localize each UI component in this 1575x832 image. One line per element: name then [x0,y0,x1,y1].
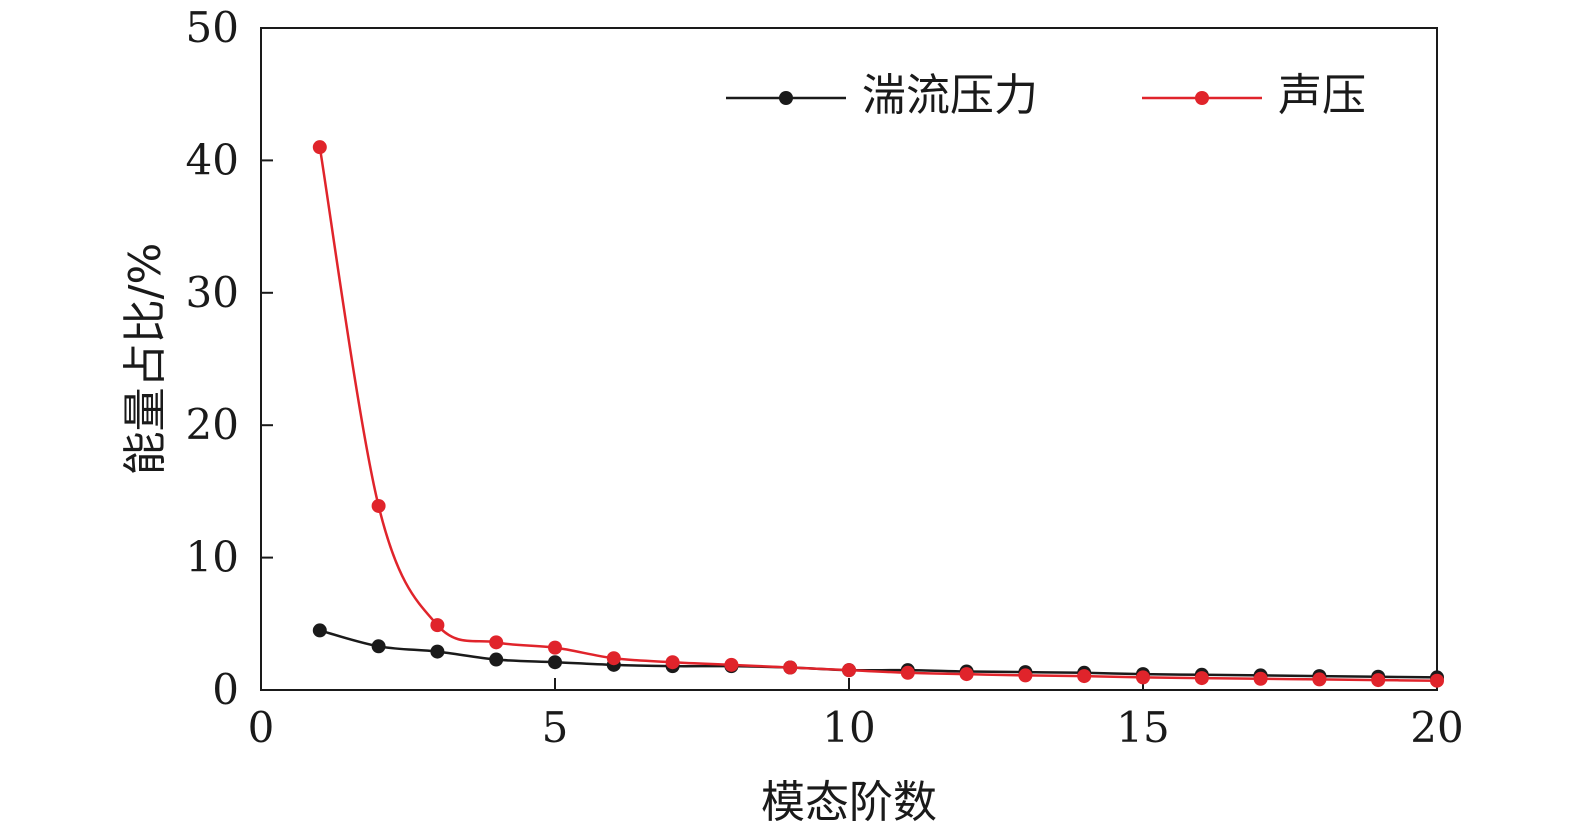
legend: 湍流压力 声压 [726,70,1366,121]
series-0 [312,623,1444,685]
y-tick-label-2: 20 [186,400,239,449]
legend-label-turbulent-pressure: 湍流压力 [862,70,1038,121]
series-1-point-13 [1018,668,1033,683]
x-tick-label-1: 5 [542,703,569,752]
series-1-point-8 [724,657,739,672]
series-0-point-3 [430,644,445,659]
x-axis-label: 模态阶数 [761,777,937,828]
series-1-point-16 [1194,671,1209,686]
series-1-point-14 [1077,669,1092,684]
series-1-point-6 [606,651,621,666]
y-tick-label-0: 0 [212,665,239,714]
x-tick-label-0: 0 [248,703,275,752]
series-0-point-4 [489,652,504,667]
series-1-point-11 [900,665,915,680]
x-tick-label-4: 20 [1410,703,1463,752]
series-1-point-7 [665,655,680,670]
series-1 [312,140,1444,688]
legend-marker-turbulent-pressure [779,91,793,105]
x-tick-label-3: 15 [1116,703,1169,752]
series-1-point-1 [312,140,327,155]
series-1-point-4 [489,635,504,650]
series-0-point-1 [312,623,327,638]
y-tick-label-4: 40 [186,135,239,184]
series-layer [312,140,1444,688]
y-tick-label-5: 50 [186,3,239,52]
series-1-point-17 [1253,671,1268,686]
series-1-point-10 [842,663,856,678]
series-1-point-2 [371,498,386,513]
series-1-line [318,146,1438,682]
ticks: 0 5 10 15 20 0 10 20 30 40 50 [186,3,1464,752]
legend-marker-sound-pressure [1195,91,1209,105]
series-1-point-3 [430,618,445,633]
series-1-point-15 [1136,670,1150,685]
y-tick-label-1: 10 [186,533,239,582]
legend-item-turbulent-pressure: 湍流压力 [726,70,1038,121]
series-1-point-19 [1371,673,1386,688]
y-axis-label: 能量占比/% [120,243,171,476]
y-tick-label-3: 30 [186,268,239,317]
legend-label-sound-pressure: 声压 [1278,70,1366,121]
legend-item-sound-pressure: 声压 [1142,70,1366,121]
series-1-point-12 [959,667,974,682]
plot-frame [260,27,1438,691]
series-1-point-9 [783,660,798,675]
series-1-point-20 [1430,673,1444,688]
x-tick-label-2: 10 [822,703,875,752]
series-1-point-5 [548,640,562,655]
series-1-point-18 [1312,672,1327,687]
series-0-point-2 [371,639,386,654]
series-0-point-5 [548,655,562,670]
